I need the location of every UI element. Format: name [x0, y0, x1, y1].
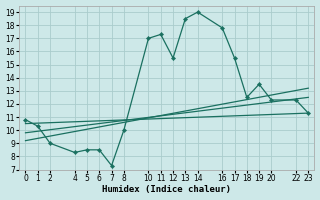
X-axis label: Humidex (Indice chaleur): Humidex (Indice chaleur)	[102, 185, 231, 194]
